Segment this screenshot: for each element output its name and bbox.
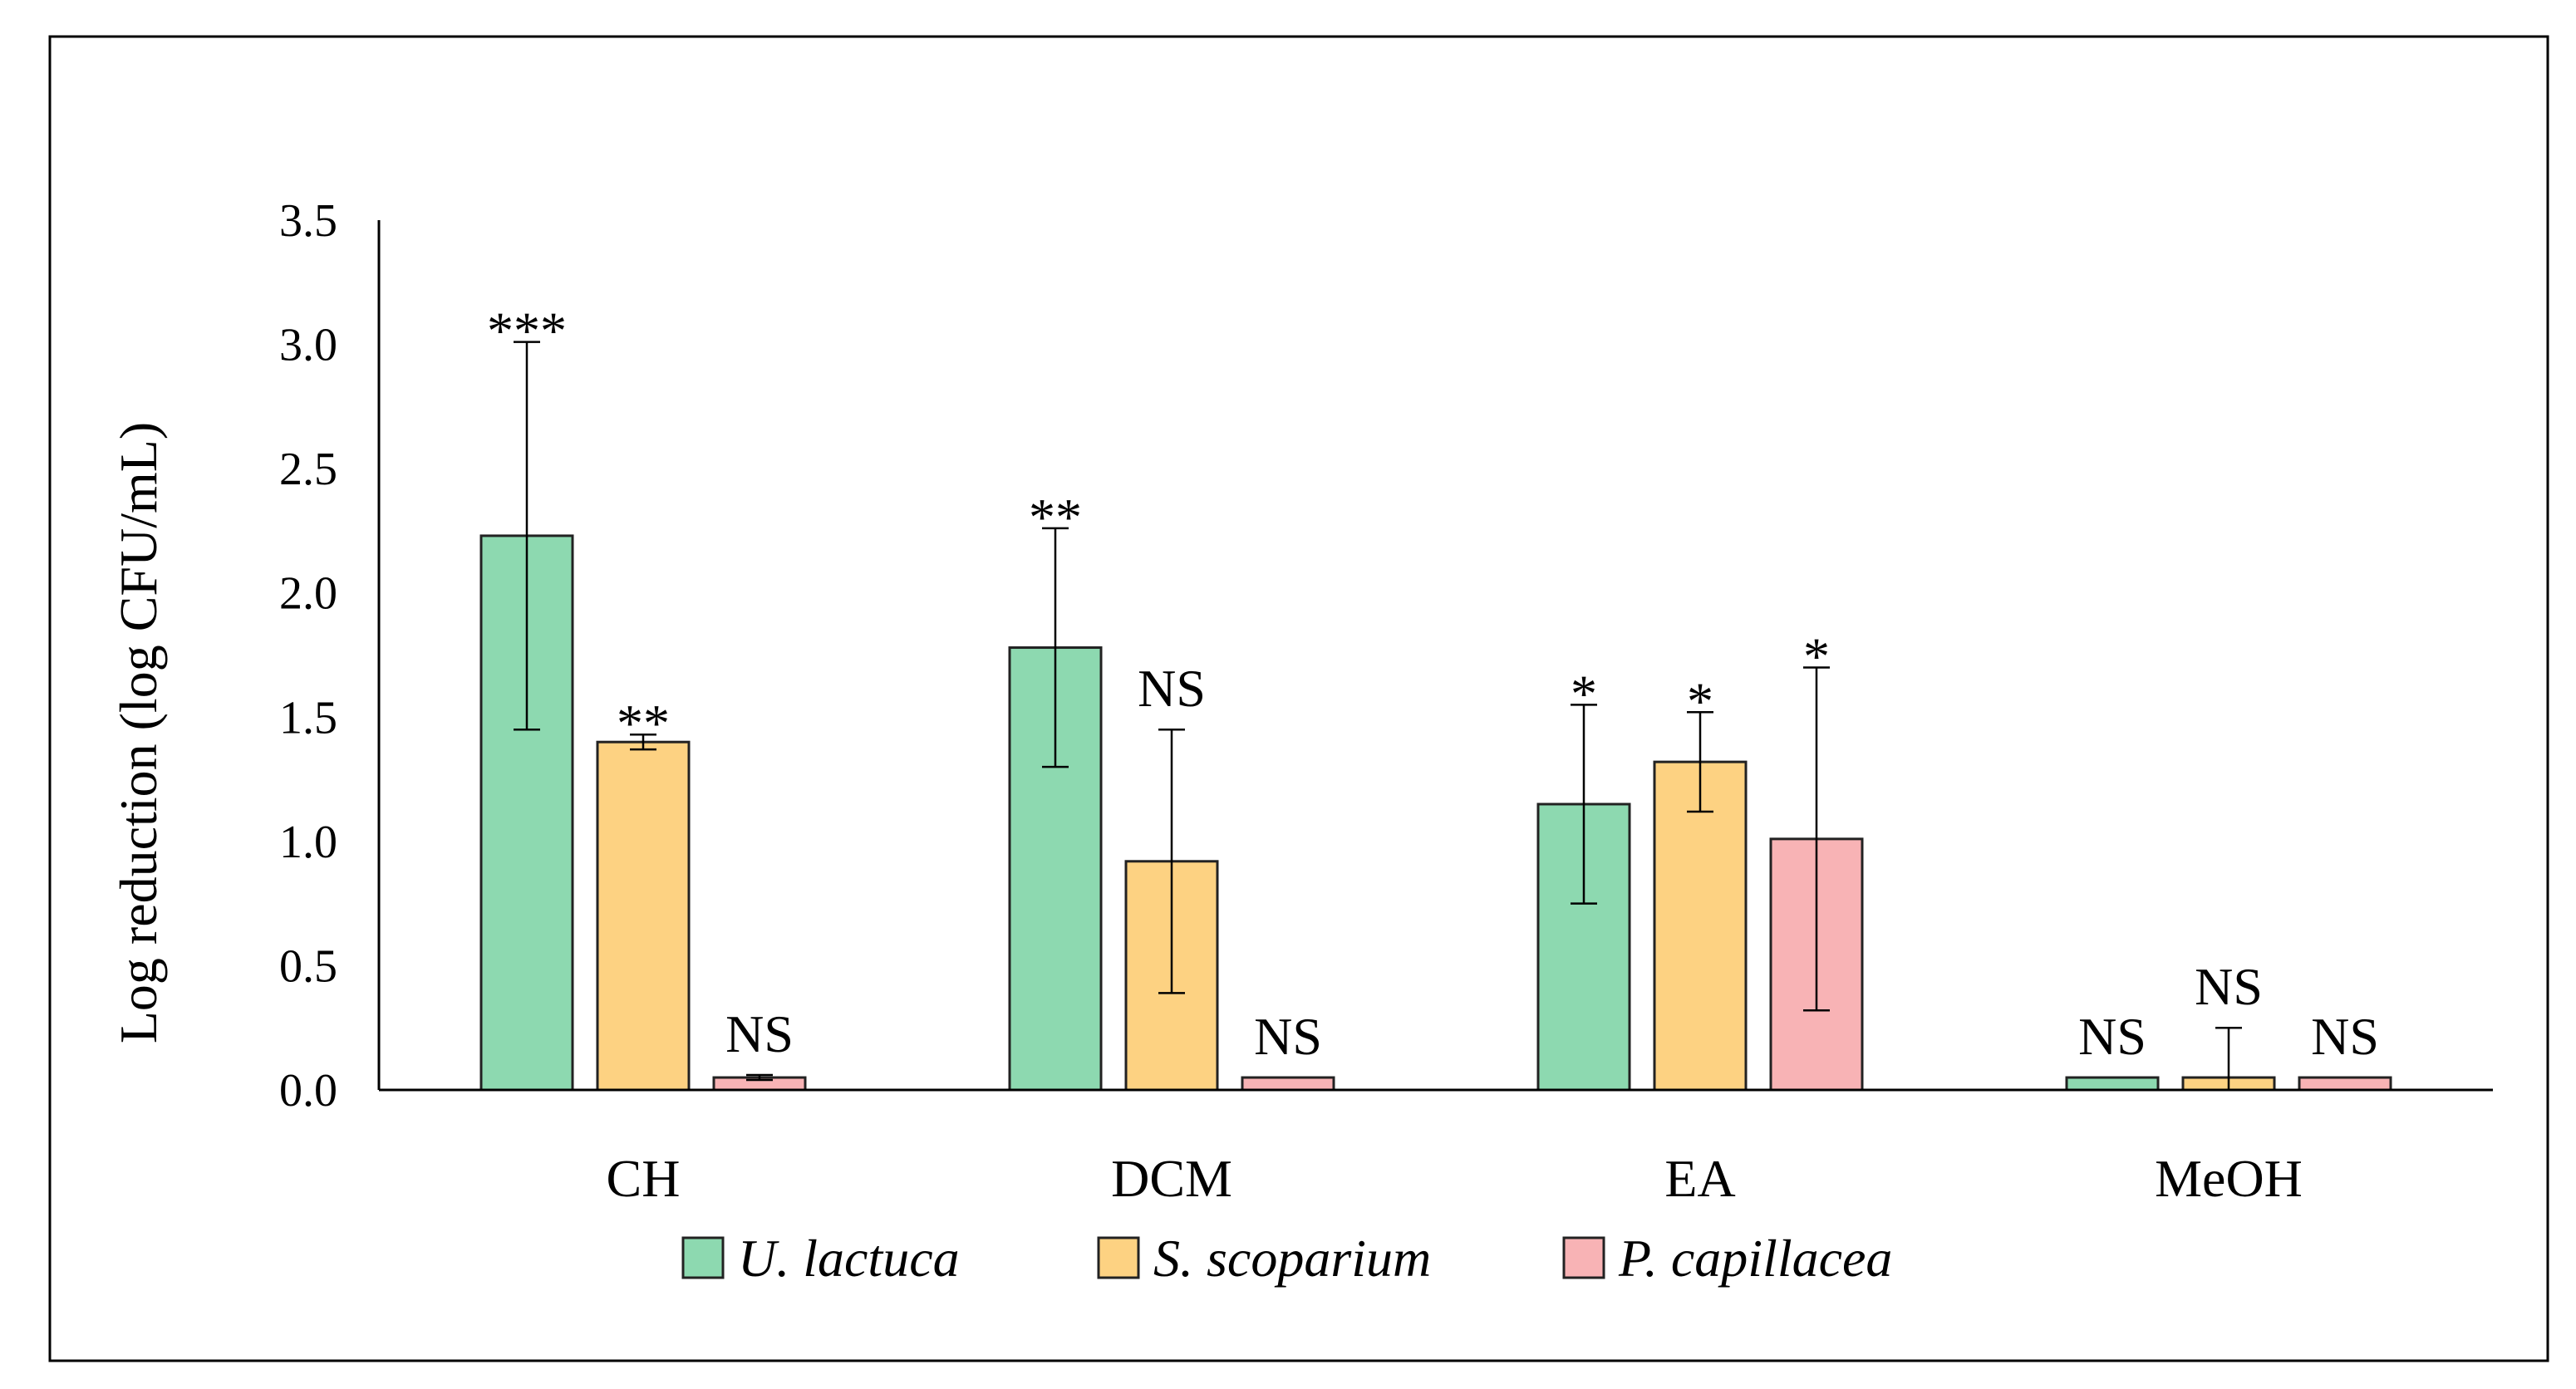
y-tick-label: 3.0 (279, 320, 337, 371)
legend-label: S. scoparium (1153, 1229, 1431, 1288)
significance-label: NS (2311, 1007, 2379, 1066)
plot-area: 0.00.51.01.52.02.53.03.5*****NSCH**NSNSD… (279, 195, 2493, 1208)
bar (1241, 1076, 1335, 1092)
legend-label: U. lactuca (738, 1229, 960, 1288)
significance-label: * (1571, 664, 1597, 723)
significance-label: ** (1029, 488, 1082, 547)
y-tick-label: 2.5 (279, 444, 337, 495)
significance-label: NS (1138, 659, 1206, 718)
significance-label: ** (617, 694, 670, 753)
y-tick-label: 0.5 (279, 940, 337, 992)
category-label: MeOH (2155, 1149, 2303, 1208)
significance-label: NS (2078, 1007, 2146, 1066)
bar (2065, 1076, 2160, 1092)
y-tick-label: 0.0 (279, 1065, 337, 1117)
bar (596, 740, 691, 1092)
significance-label: * (1803, 626, 1830, 685)
y-tick-label: 1.5 (279, 692, 337, 744)
category-label: EA (1664, 1149, 1735, 1208)
category-label: DCM (1111, 1149, 1232, 1208)
significance-label: NS (725, 1004, 794, 1063)
y-tick-label: 1.0 (279, 817, 337, 868)
legend: U. lactuca S. scoparium P. capillacea (681, 1229, 1892, 1288)
y-tick-label: 3.5 (279, 195, 337, 247)
significance-label: * (1687, 671, 1713, 730)
legend-swatch (681, 1236, 725, 1279)
category-label: CH (607, 1149, 681, 1208)
chart-frame (48, 35, 2549, 1362)
bar (1653, 760, 1748, 1092)
legend-swatch (1562, 1236, 1605, 1279)
significance-label: NS (2195, 957, 2263, 1016)
y-tick-label: 2.0 (279, 568, 337, 620)
significance-label: NS (1254, 1007, 1322, 1066)
legend-label: P. capillacea (1618, 1229, 1892, 1288)
significance-label: *** (487, 302, 567, 361)
bar (2298, 1076, 2392, 1092)
legend-swatch (1097, 1236, 1140, 1279)
y-axis-label: Log reduction (log CFU/mL) (109, 422, 168, 1043)
